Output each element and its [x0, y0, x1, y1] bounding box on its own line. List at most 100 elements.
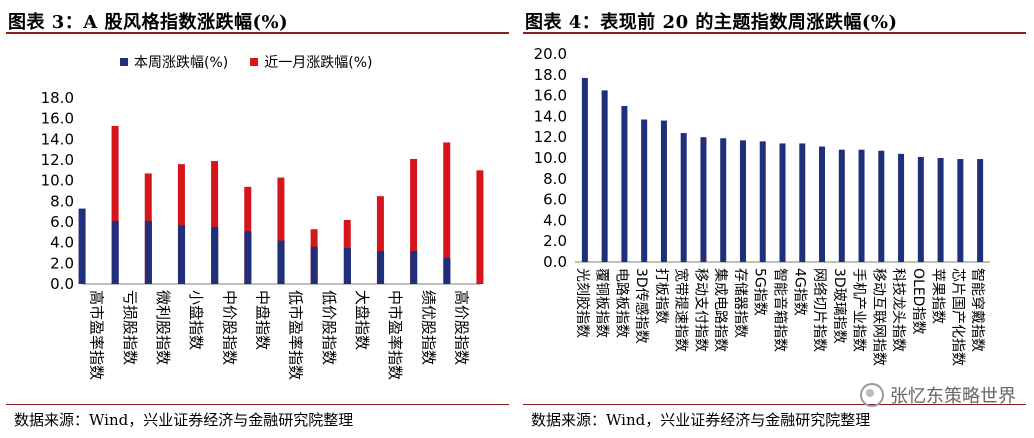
- right-category-label: 光刻胶指数: [574, 268, 591, 338]
- right-source-note: 数据来源：Wind，兴业证券经济与金融研究院整理: [531, 411, 871, 429]
- right-category-label: 网络切片指数: [811, 268, 827, 352]
- wechat-icon: [860, 383, 884, 407]
- right-category-label: 宽带提速指数: [673, 268, 690, 352]
- left-category-label: 低价股指数: [320, 290, 338, 365]
- right-ytick-label: 8.0: [543, 170, 567, 188]
- left-category-label: 绩优股指数: [419, 290, 437, 365]
- right-category-label: 4G指数: [791, 268, 807, 316]
- left-bar-weekly: [410, 250, 418, 284]
- right-category-label: OLED指数: [910, 268, 926, 334]
- right-bar: [720, 138, 727, 262]
- right-category-label: 3D玻璃指数: [831, 268, 848, 344]
- left-category-label: 高市盈率指数: [88, 290, 106, 380]
- right-category-label: 集成电路指数: [712, 268, 729, 352]
- left-bar-monthly: [177, 164, 185, 284]
- right-category-label: 智能穿戴指数: [969, 268, 985, 352]
- right-bar: [917, 156, 924, 262]
- left-ytick-label: 2.0: [50, 254, 74, 272]
- right-category-label: 3D传感指数: [633, 268, 650, 344]
- left-category-label: 微利股指数: [154, 290, 172, 365]
- right-bar: [739, 140, 746, 262]
- left-bar-chart: 0.0 2.0 4.0 6.0 8.0 10.0 12.0 14.0 16.0 18.0 高市盈率指…: [41, 89, 484, 380]
- left-category-label: 亏损股指数: [121, 290, 139, 365]
- legend-swatch-weekly: [120, 58, 128, 66]
- right-bar: [858, 149, 865, 262]
- left-category-label: 高价股指数: [452, 290, 470, 365]
- right-ytick-label: 0.0: [543, 253, 567, 271]
- right-bar: [601, 90, 608, 263]
- left-bar-monthly: [111, 125, 119, 285]
- right-bar: [819, 146, 826, 262]
- left-bar-monthly: [410, 158, 418, 284]
- left-bar-weekly: [78, 208, 86, 284]
- right-ytick-label: 12.0: [534, 128, 567, 146]
- right-bar: [660, 120, 667, 262]
- right-category-label: 苹果指数: [930, 268, 946, 324]
- left-category-label: 中市盈率指数: [386, 290, 404, 380]
- left-bar-weekly: [244, 231, 252, 284]
- right-bar: [838, 149, 845, 262]
- right-bar: [621, 106, 628, 262]
- left-category-label: 低市盈率指数: [287, 290, 305, 380]
- right-ytick-label: 14.0: [534, 107, 567, 125]
- watermark: 张忆东策略世界: [860, 382, 1016, 408]
- left-bar-weekly: [144, 220, 152, 284]
- right-category-label: 电路板指数: [613, 268, 629, 338]
- legend-label-weekly: 本周涨跌幅(%): [134, 55, 229, 71]
- right-category-label: 手机产业指数: [851, 268, 867, 352]
- left-legend: 本周涨跌幅(%) 近一月涨跌幅(%): [120, 52, 372, 72]
- right-top-rule: [523, 32, 1026, 34]
- right-bar: [799, 143, 806, 262]
- left-bar-weekly: [277, 240, 285, 284]
- right-bar: [878, 150, 885, 262]
- right-category-label: 移动互联网指数: [870, 268, 886, 366]
- left-bar-weekly: [310, 246, 318, 284]
- left-chart-panel: 图表 3：A 股风格指数涨跌幅(%) 本周涨跌幅(%) 近一月涨跌幅(%) 0.…: [6, 12, 509, 429]
- right-category-label: 5G指数: [752, 268, 768, 316]
- right-chart-panel: 图表 4：表现前 20 的主题指数周涨跌幅(%) 0.0 2.0 4.0 6.0 8.0…: [517, 0, 1034, 438]
- left-bar-weekly: [343, 247, 351, 284]
- left-bar-weekly: [443, 258, 451, 284]
- right-category-label: 覆铜板指数: [594, 268, 610, 338]
- left-ytick-label: 6.0: [50, 213, 74, 231]
- right-ytick-label: 16.0: [534, 87, 567, 105]
- right-ytick-label: 18.0: [534, 66, 567, 84]
- left-bar-monthly: [277, 177, 285, 284]
- left-ytick-label: 8.0: [50, 192, 74, 210]
- left-category-label: 大盘指数: [353, 290, 371, 350]
- right-bar: [759, 141, 766, 262]
- legend-label-monthly: 近一月涨跌幅(%): [264, 55, 373, 71]
- left-bar-weekly: [178, 225, 186, 284]
- left-ytick-label: 4.0: [50, 234, 74, 252]
- right-bar: [641, 119, 648, 263]
- left-ytick-label: 16.0: [41, 110, 74, 128]
- left-bar-weekly: [111, 220, 119, 284]
- left-ytick-label: 18.0: [41, 89, 74, 107]
- left-chart-title: 图表 3：A 股风格指数涨跌幅(%): [8, 12, 289, 33]
- legend-item-weekly: 本周涨跌幅(%): [120, 52, 228, 72]
- left-category-label: 中盘指数: [253, 290, 271, 350]
- right-category-label: 打板指数: [653, 268, 670, 324]
- right-ytick-label: 2.0: [543, 232, 567, 250]
- left-ytick-label: 0.0: [50, 275, 74, 293]
- right-bottom-rule: [523, 404, 1026, 405]
- left-bar-monthly: [476, 170, 484, 284]
- right-category-label: 移动支付指数: [692, 268, 708, 352]
- right-ytick-label: 10.0: [534, 149, 567, 167]
- legend-item-monthly: 近一月涨跌幅(%): [250, 52, 372, 72]
- right-bar: [680, 133, 687, 262]
- left-source-note: 数据来源：Wind，兴业证券经济与金融研究院整理: [14, 411, 354, 429]
- right-bar: [957, 159, 964, 262]
- left-ytick-label: 14.0: [41, 130, 74, 148]
- left-bar-monthly: [376, 196, 384, 284]
- right-ytick-label: 6.0: [543, 191, 567, 209]
- watermark-text: 张忆东策略世界: [890, 386, 1016, 407]
- right-bar: [779, 143, 786, 262]
- left-bar-monthly: [211, 161, 219, 284]
- left-ytick-label: 10.0: [41, 172, 74, 190]
- right-category-label: 智能音箱指数: [772, 268, 789, 352]
- right-bar: [977, 159, 984, 262]
- right-category-label: 科技龙头指数: [890, 268, 906, 352]
- right-bar: [581, 77, 588, 262]
- right-bar: [700, 137, 707, 262]
